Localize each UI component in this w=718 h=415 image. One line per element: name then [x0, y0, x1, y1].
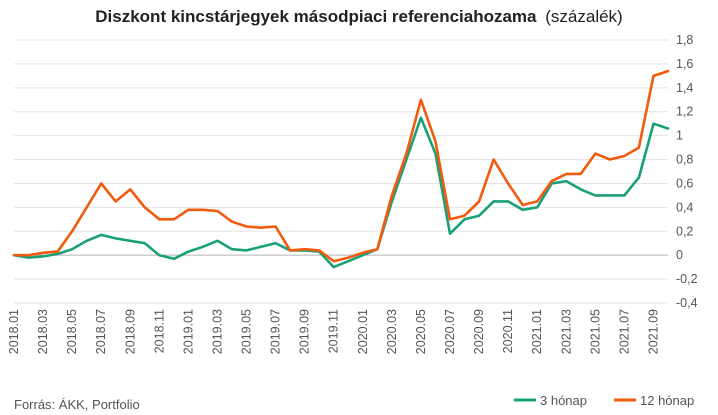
x-tick-label: 2020.05 — [414, 309, 428, 354]
y-tick-label: 1,4 — [676, 81, 693, 95]
y-tick-label: 0 — [676, 248, 683, 262]
series-group — [12, 69, 670, 269]
x-tick-label: 2019.01 — [181, 309, 195, 354]
source-note: Forrás: ÁKK, Portfolio — [14, 397, 140, 412]
series-line-12m — [12, 69, 670, 263]
legend-label: 12 hónap — [640, 393, 694, 408]
y-tick-label: -0,2 — [676, 272, 698, 286]
x-tick-label: 2021.09 — [646, 309, 660, 354]
x-tick-label: 2018.05 — [65, 309, 79, 354]
grid — [14, 39, 668, 304]
x-tick-label: 2021.05 — [588, 309, 602, 354]
x-tick-label: 2018.09 — [123, 309, 137, 354]
chart-subtitle: (százalék) — [545, 7, 622, 26]
x-tick-label: 2021.07 — [617, 309, 631, 354]
legend-label: 3 hónap — [540, 393, 587, 408]
chart-title-line: Diszkont kincstárjegyek másodpiaci refer… — [95, 7, 622, 26]
y-tick-label: 1,6 — [676, 57, 693, 71]
x-tick-label: 2020.03 — [385, 309, 399, 354]
y-axis: 1,8 1,6 1,4 1,2 1 0,8 0,6 0,4 0,2 0 -0,2 -0,4 — [676, 33, 698, 310]
legend: 3 hónap 12 hónap — [514, 393, 694, 408]
x-tick-label: 2019.11 — [327, 309, 341, 353]
x-tick-label: 2019.09 — [298, 309, 312, 354]
x-tick-label: 2018.07 — [94, 309, 108, 354]
x-tick-label: 2021.03 — [559, 309, 573, 354]
x-tick-label: 2019.05 — [240, 309, 254, 354]
y-tick-label: 1,8 — [676, 33, 693, 47]
x-tick-label: 2021.01 — [530, 309, 544, 354]
x-tick-label: 2020.07 — [443, 309, 457, 354]
x-tick-label: 2019.07 — [269, 309, 283, 354]
y-tick-label: 0,2 — [676, 224, 693, 238]
x-tick-label: 2018.03 — [36, 309, 50, 354]
chart-title: Diszkont kincstárjegyek másodpiaci refer… — [95, 7, 537, 26]
x-axis: 2018.01 2018.03 2018.05 2018.07 2018.09 2018.… — [7, 309, 660, 354]
y-tick-label: 1 — [676, 129, 683, 143]
x-tick-label: 2019.03 — [210, 309, 224, 354]
x-tick-label: 2020.11 — [501, 309, 515, 353]
x-tick-label: 2018.11 — [152, 309, 166, 353]
x-tick-label: 2018.01 — [7, 309, 21, 354]
x-tick-label: 2020.01 — [356, 309, 370, 354]
series-line-3m — [12, 116, 670, 269]
y-tick-label: 1,2 — [676, 105, 693, 119]
y-tick-label: -0,4 — [676, 296, 698, 310]
y-tick-label: 0,6 — [676, 176, 693, 190]
y-tick-label: 0,8 — [676, 153, 693, 167]
y-tick-label: 0,4 — [676, 200, 693, 214]
x-tick-label: 2020.09 — [472, 309, 486, 354]
